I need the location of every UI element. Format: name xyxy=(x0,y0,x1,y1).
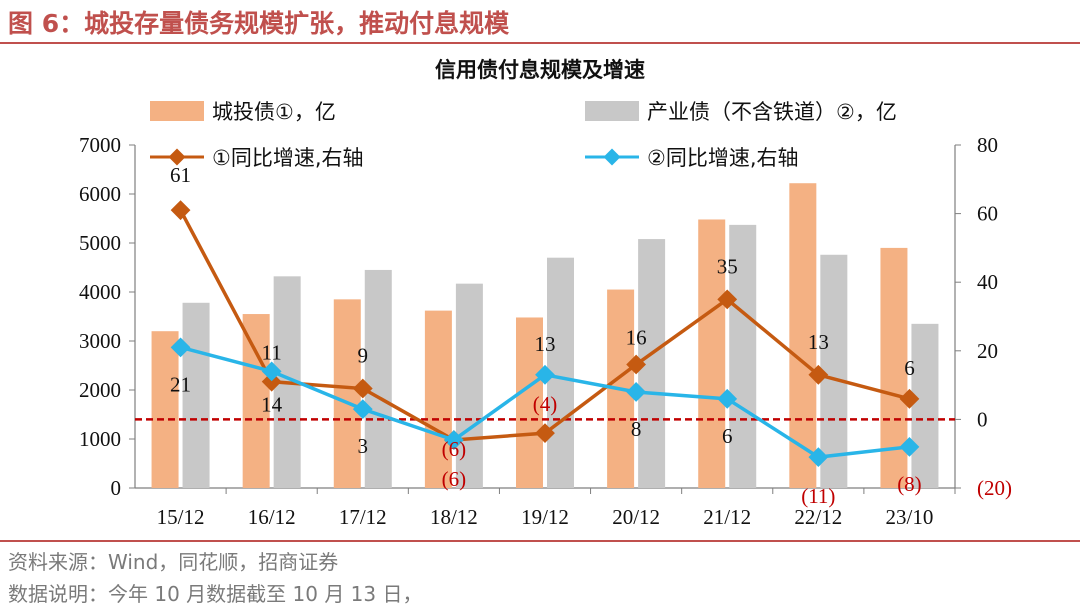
data-label-chengtou-growth: 61 xyxy=(170,163,191,187)
data-label-chengtou-growth: 11 xyxy=(262,341,282,365)
x-tick-label: 20/12 xyxy=(612,505,660,529)
y-right-tick-label: 80 xyxy=(977,133,998,157)
chart-title: 信用债付息规模及增速 xyxy=(435,58,645,82)
y-left-tick-label: 6000 xyxy=(79,182,121,206)
bar-chanye xyxy=(911,323,939,488)
bar-chengtou xyxy=(698,219,726,489)
bar-chengtou xyxy=(151,331,179,488)
title-divider xyxy=(0,42,1080,44)
bar-chanye xyxy=(182,302,210,488)
point-chanye-growth xyxy=(261,361,282,382)
y-left-tick-label: 3000 xyxy=(79,329,121,353)
legend-label-line-a: ①同比增速,右轴 xyxy=(212,146,364,170)
legend-swatch-bar-b xyxy=(585,101,639,121)
bar-chengtou xyxy=(333,299,361,488)
y-right-tick-label: 0 xyxy=(977,407,988,431)
legend-label-bar-b: 产业债（不含铁道）②，亿 xyxy=(647,100,897,124)
x-tick-label: 17/12 xyxy=(339,505,387,529)
legend-line-b: ②同比增速,右轴 xyxy=(585,142,799,172)
bar-chanye xyxy=(455,283,483,488)
point-chanye-growth xyxy=(443,430,464,450)
legend-bar-a: 城投债①，亿 xyxy=(150,96,336,126)
point-chengtou-growth xyxy=(626,354,647,375)
data-label-chengtou-growth: 35 xyxy=(717,254,738,278)
point-chengtou-growth xyxy=(717,289,738,310)
bar-chengtou xyxy=(424,310,452,488)
x-tick-label: 18/12 xyxy=(430,505,478,529)
data-label-chengtou-growth: 13 xyxy=(808,330,829,354)
footer-divider xyxy=(0,540,1080,542)
y-right-tick-label: (20) xyxy=(977,476,1012,500)
legend-bar-b: 产业债（不含铁道）②，亿 xyxy=(585,96,897,126)
point-chanye-growth xyxy=(352,399,373,420)
point-chanye-growth xyxy=(899,436,920,457)
point-chengtou-growth xyxy=(535,423,555,444)
point-chengtou-growth xyxy=(899,388,920,409)
point-chanye-growth xyxy=(717,388,738,409)
data-label-chanye-growth: 8 xyxy=(631,417,642,441)
bar-chengtou xyxy=(242,314,270,488)
x-tick-label: 23/10 xyxy=(886,505,934,529)
y-right-tick-label: 40 xyxy=(977,270,998,294)
data-label-chengtou-growth: 6 xyxy=(904,356,915,380)
bar-chengtou xyxy=(789,183,817,488)
x-tick-label: 21/12 xyxy=(703,505,751,529)
source-note: 资料来源：Wind，同花顺，招商证券 xyxy=(8,550,339,574)
point-chanye-growth xyxy=(535,364,555,385)
point-chanye-growth xyxy=(626,382,647,402)
data-label-chengtou-growth: (4) xyxy=(533,392,558,416)
legend-swatch-line-a xyxy=(150,148,204,166)
data-label-chanye-growth: 3 xyxy=(358,434,369,458)
data-label-chanye-growth: 6 xyxy=(722,424,733,448)
legend-line-a: ①同比增速,右轴 xyxy=(150,142,364,172)
point-chengtou-growth xyxy=(808,364,829,385)
bar-chengtou xyxy=(516,317,543,488)
data-label-chanye-growth: 14 xyxy=(261,392,283,416)
x-tick-label: 19/12 xyxy=(521,505,569,529)
legend-label-bar-a: 城投债①，亿 xyxy=(212,100,336,124)
point-chengtou-growth xyxy=(170,200,191,221)
legend-swatch-bar-a xyxy=(150,101,204,121)
bar-chanye xyxy=(364,269,392,488)
y-left-tick-label: 5000 xyxy=(79,231,121,255)
figure-title: 图 6：城投存量债务规模扩张，推动付息规模 xyxy=(8,9,510,38)
x-tick-label: 15/12 xyxy=(157,505,205,529)
data-label-chanye-growth: 13 xyxy=(535,332,556,356)
data-label-chanye-growth: 21 xyxy=(170,372,191,396)
y-right-tick-label: 20 xyxy=(977,339,998,363)
data-label-chanye-growth: (8) xyxy=(897,472,922,496)
legend-label-line-b: ②同比增速,右轴 xyxy=(647,146,799,170)
x-tick-label: 16/12 xyxy=(248,505,296,529)
data-note: 数据说明：今年 10 月数据截至 10 月 13 日， xyxy=(8,582,423,606)
data-label-chengtou-growth: (6) xyxy=(442,437,467,461)
y-left-tick-label: 0 xyxy=(111,476,122,500)
legend-swatch-line-b xyxy=(585,148,639,166)
y-left-tick-label: 2000 xyxy=(79,378,121,402)
x-tick-label: 22/12 xyxy=(794,505,842,529)
point-chengtou-growth xyxy=(261,371,282,392)
bar-chanye xyxy=(820,254,848,488)
point-chanye-growth xyxy=(170,337,191,358)
y-left-tick-label: 4000 xyxy=(79,280,121,304)
data-label-chanye-growth: (11) xyxy=(801,484,835,508)
y-right-tick-label: 60 xyxy=(977,202,998,226)
y-left-tick-label: 7000 xyxy=(79,133,121,157)
data-label-chanye-growth: (6) xyxy=(442,467,467,491)
point-chanye-growth xyxy=(808,447,829,468)
y-left-tick-label: 1000 xyxy=(79,427,121,451)
point-chengtou-growth xyxy=(352,378,373,399)
data-label-chengtou-growth: 16 xyxy=(626,326,647,350)
data-label-chengtou-growth: 9 xyxy=(358,344,369,368)
bar-chanye xyxy=(729,224,757,488)
